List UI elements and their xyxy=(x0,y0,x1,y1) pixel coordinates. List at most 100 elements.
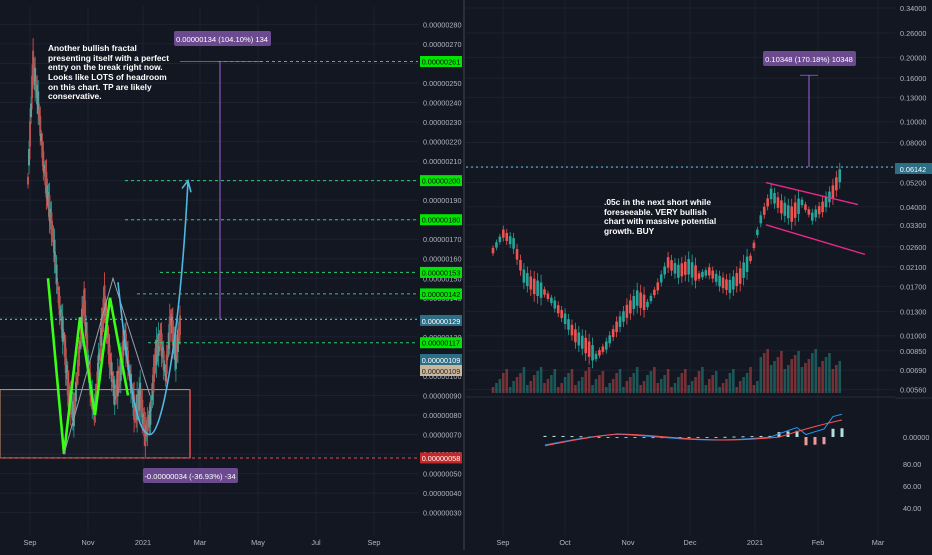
right-candle xyxy=(735,273,739,287)
left-candle xyxy=(72,403,75,427)
right-candle xyxy=(529,276,533,290)
left-candle xyxy=(60,312,63,330)
right-candle xyxy=(807,209,811,215)
left-candle xyxy=(41,141,44,158)
volume-bar xyxy=(738,381,742,393)
left-candle xyxy=(46,185,49,200)
left-candle xyxy=(100,320,103,346)
volume-bar xyxy=(522,367,526,393)
left-candle xyxy=(29,121,32,147)
right-candle xyxy=(601,346,605,352)
volume-bar xyxy=(790,359,793,393)
right-current-tag: 0.06142 xyxy=(895,163,932,174)
right-candle xyxy=(786,205,790,219)
left-candle xyxy=(66,372,69,395)
projection-curve xyxy=(117,180,189,436)
volume-bar xyxy=(701,367,704,393)
macd-histogram-bar xyxy=(750,436,754,438)
left-note: Another bullish fractal presenting itsel… xyxy=(48,44,169,102)
right-candle xyxy=(491,247,495,254)
volume-bar xyxy=(635,367,639,393)
right-candle xyxy=(670,260,673,271)
left-candle xyxy=(151,383,154,400)
left-candle xyxy=(78,346,80,367)
svg-text:0.00000109: 0.00000109 xyxy=(422,356,461,365)
right-x-tick-label: Sep xyxy=(497,538,510,547)
right-y-tick-label: 0.20000 xyxy=(900,53,926,62)
volume-bar xyxy=(591,385,594,393)
right-candle xyxy=(543,289,546,295)
volume-bar xyxy=(556,387,560,393)
macd-histogram-bar xyxy=(624,437,628,438)
macd-histogram-bar xyxy=(579,436,583,438)
right-measure-label: 0.10348 (170.18%) 10348 xyxy=(765,55,853,64)
right-candle xyxy=(594,353,598,360)
right-candle xyxy=(522,269,526,283)
volume-bar xyxy=(838,361,842,393)
right-candle xyxy=(752,242,756,249)
left-y-tick-label: 0.00000090 xyxy=(423,391,462,400)
left-candle xyxy=(146,416,149,437)
right-candle xyxy=(663,266,666,275)
left-candle xyxy=(97,355,100,381)
right-candle xyxy=(659,274,663,283)
left-candle xyxy=(157,333,160,356)
macd-histogram-bar xyxy=(732,436,736,438)
left-candle xyxy=(112,379,115,396)
left-candle xyxy=(145,425,148,436)
left-candle xyxy=(111,375,114,384)
flag-lower xyxy=(765,224,866,256)
left-candle xyxy=(143,416,146,437)
left-candle xyxy=(71,401,74,421)
volume-bar xyxy=(721,383,725,393)
right-y-tick-label: 0.16000 xyxy=(900,74,926,83)
left-current-tag: 0.00000129 xyxy=(420,315,462,326)
right-y-tick-label: 0.00690 xyxy=(900,366,926,375)
left-candle xyxy=(81,308,84,334)
level-tag xyxy=(420,175,462,187)
volume-bar xyxy=(718,387,721,393)
left-candle xyxy=(122,339,125,351)
left-candle xyxy=(82,302,85,317)
right-candle xyxy=(615,321,618,333)
right-chart[interactable] xyxy=(466,74,895,447)
left-y-tick-label: 0.00000150 xyxy=(423,274,462,283)
left-candle xyxy=(74,381,77,402)
right-candle xyxy=(824,196,828,208)
left-candle xyxy=(85,322,88,336)
volume-bar xyxy=(708,379,711,393)
left-chart[interactable] xyxy=(0,38,418,459)
macd-histogram-bar xyxy=(561,435,565,437)
left-candle xyxy=(48,195,51,221)
right-candle xyxy=(773,192,776,204)
volume-bar xyxy=(605,387,608,393)
volume-bar xyxy=(508,387,512,393)
left-candle xyxy=(61,316,64,342)
volume-bar xyxy=(811,353,814,393)
level-tag xyxy=(420,266,462,278)
right-y-tick-label: 0.01000 xyxy=(900,332,926,341)
macd-histogram-bar xyxy=(678,437,682,438)
left-x-tick-label: Sep xyxy=(368,538,381,547)
right-candle xyxy=(732,276,735,290)
right-candle xyxy=(780,200,783,214)
right-candle xyxy=(762,206,766,215)
right-candle xyxy=(505,232,509,241)
macd-histogram-bar xyxy=(759,435,763,437)
price-tags: 0.00000129 0.00000109 0.00000109 0.06142 xyxy=(420,163,932,376)
macd-histogram-bar xyxy=(597,436,601,438)
right-x-tick-label: Oct xyxy=(559,538,570,547)
macd-histogram-bar xyxy=(777,432,781,437)
right-candle xyxy=(580,335,584,349)
left-candle xyxy=(163,364,166,373)
right-y-tick-label: 0.03300 xyxy=(900,221,926,230)
volume-bar xyxy=(491,387,495,393)
left-candle xyxy=(114,387,117,396)
macd-tick-label: 40.00 xyxy=(903,504,921,513)
volume-bar xyxy=(735,387,739,393)
macd-tick-label: 60.00 xyxy=(903,482,921,491)
left-x-tick-label: May xyxy=(251,538,265,547)
right-candle xyxy=(546,293,550,299)
left-candle xyxy=(166,348,169,357)
volume-bar xyxy=(618,369,622,393)
